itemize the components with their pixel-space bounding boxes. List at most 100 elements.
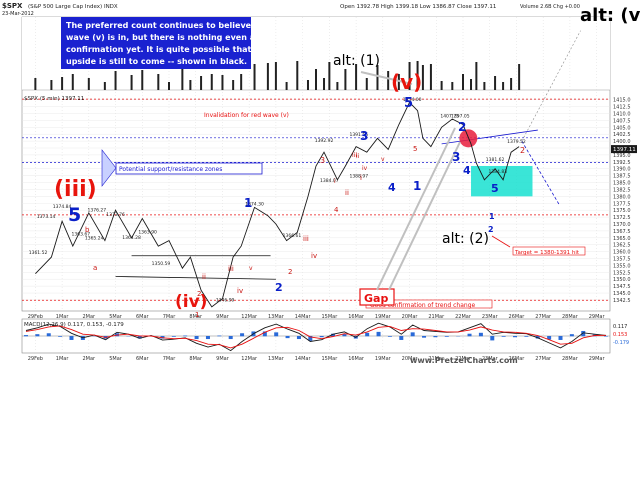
x-tick-label-macd: 12Mar [241, 356, 258, 362]
x-tick-label: 6Mar [136, 314, 150, 320]
wave-label: iv [311, 252, 317, 260]
price-annotation: 1346.99 [216, 297, 235, 303]
macd-hist-bar [183, 335, 188, 337]
macd-hist-bar [467, 333, 472, 337]
x-tick-label: 19Mar [375, 314, 392, 320]
y-tick-label: 1342.5 [613, 298, 631, 304]
macd-hist-bar [228, 336, 233, 340]
commentary-line-1: The preferred count continues to believe… [66, 21, 299, 30]
y-tick-label: 1345.0 [613, 291, 631, 297]
price-legend: $SPX (5 min) 1397.11 [24, 96, 84, 102]
x-tick-label-macd: 2Mar [83, 356, 97, 362]
x-tick-label: 29Mar [589, 314, 606, 320]
x-tick-label-macd: 27Mar [535, 356, 552, 362]
wave-label: iii [228, 265, 234, 273]
macd-hist-bar [285, 336, 290, 339]
wave-label: (iv) [175, 292, 207, 312]
volume-bar [221, 75, 224, 90]
macd-hist-bar [524, 336, 529, 337]
x-tick-label: 29Feb [28, 314, 43, 320]
x-tick-label-macd: 13Mar [268, 356, 285, 362]
volume-bar [306, 80, 309, 90]
wave-label: iii [352, 152, 357, 159]
volume-bar [502, 82, 505, 90]
x-tick-label: 20Mar [402, 314, 419, 320]
projection-blue [521, 140, 560, 205]
volume-bar [200, 76, 203, 90]
volume-bar [181, 64, 184, 90]
wave-label: 2 [197, 290, 201, 298]
wave-label: 2 [288, 268, 292, 276]
x-tick-label-macd: 8Mar [189, 356, 203, 362]
macd-hist-bar [501, 336, 506, 337]
x-tick-label: 5Mar [109, 314, 123, 320]
macd-hist-bar [308, 336, 313, 341]
x-tick-label-macd: 15Mar [321, 356, 338, 362]
y-axis: 1342.51345.01347.51350.01352.51355.01357… [611, 98, 637, 304]
target-zone [471, 165, 533, 197]
volume-bar [253, 64, 256, 90]
x-axis: 29Feb 29Feb 1Mar 1Mar 2Mar 2Mar 5Mar 5Mar 6Mar 6M… [28, 314, 606, 362]
wave-label: 1 [489, 212, 495, 221]
volume-bars [34, 61, 521, 90]
volume-bar [387, 71, 390, 90]
volume-bar [315, 69, 317, 90]
x-tick-label-macd: 19Mar [375, 356, 392, 362]
macd-legend: MACD(12,26,9) 0.117, 0.153, -0.179 [24, 322, 124, 328]
wave-label: i [360, 174, 362, 182]
confirmation-label: Good confirmation of trend change [370, 302, 476, 309]
projection-grey [521, 30, 581, 142]
wave-label: 4 [388, 181, 396, 194]
wave-label: alt: (1) [333, 53, 380, 69]
target-label: Target = 1380-1391 hit [514, 250, 580, 256]
macd-macd-line [25, 322, 607, 352]
header-name: (S&P 500 Large Cap Index) INDX [28, 4, 118, 10]
commentary-line-4: upside is still to come -- shown in blac… [66, 57, 247, 66]
volume-bar [336, 82, 339, 90]
macd-hist-bar [513, 336, 518, 338]
header-symbol: $SPX [2, 2, 23, 10]
y-tick-label: 1390.0 [613, 167, 631, 173]
x-tick-label: 26Mar [509, 314, 526, 320]
x-tick-label: 12Mar [241, 314, 258, 320]
y-tick-label: 1405.0 [613, 125, 631, 131]
price-annotation: 1397.05 [451, 114, 470, 120]
wave-label: 4 [463, 164, 471, 177]
annotations: The preferred count continues to believe… [24, 17, 586, 365]
price-annotation: 1391.55 [349, 132, 368, 138]
macd-hist-bar [342, 334, 347, 337]
volume-bar [451, 82, 454, 90]
volume-bar [397, 74, 400, 90]
x-tick-label-macd: 21Mar [428, 356, 445, 362]
wave-label: iv [237, 287, 243, 295]
macd-hist-bar [274, 332, 279, 337]
volume-bar [232, 80, 235, 90]
x-tick-label: 23Mar [482, 314, 499, 320]
x-tick-label: 7Mar [163, 314, 177, 320]
volume-bar [470, 79, 473, 90]
y-tick-label: 1392.5 [613, 160, 631, 166]
x-tick-label: 13Mar [268, 314, 285, 320]
macd-hist-bar [433, 336, 438, 338]
invalidation-label: Invalidation for red wave (v) [204, 112, 289, 119]
volume-bar [103, 82, 106, 90]
macd-hist-bar [478, 332, 483, 337]
grid [22, 17, 610, 353]
x-tick-label-macd: 22Mar [455, 356, 472, 362]
volume-bar [323, 78, 326, 90]
y-tick-label: 1407.5 [613, 118, 631, 124]
x-tick-label: 1Mar [56, 314, 70, 320]
x-tick-label-macd: 29Mar [589, 356, 606, 362]
y-tick-label: 1347.5 [613, 284, 631, 290]
wave-label: 2 [520, 146, 525, 155]
macd-value-label: 0.153 [613, 332, 627, 338]
y-tick-label: 1402.5 [613, 132, 631, 138]
x-tick-label: 28Mar [562, 314, 579, 320]
gap-label: Gap [364, 292, 388, 305]
volume-bar [510, 78, 513, 90]
wave-label: ii [356, 153, 360, 160]
x-tick-label-macd: 23Mar [482, 356, 499, 362]
x-tick-label-macd: 29Feb [28, 356, 43, 362]
x-tick-label-macd: 7Mar [163, 356, 177, 362]
